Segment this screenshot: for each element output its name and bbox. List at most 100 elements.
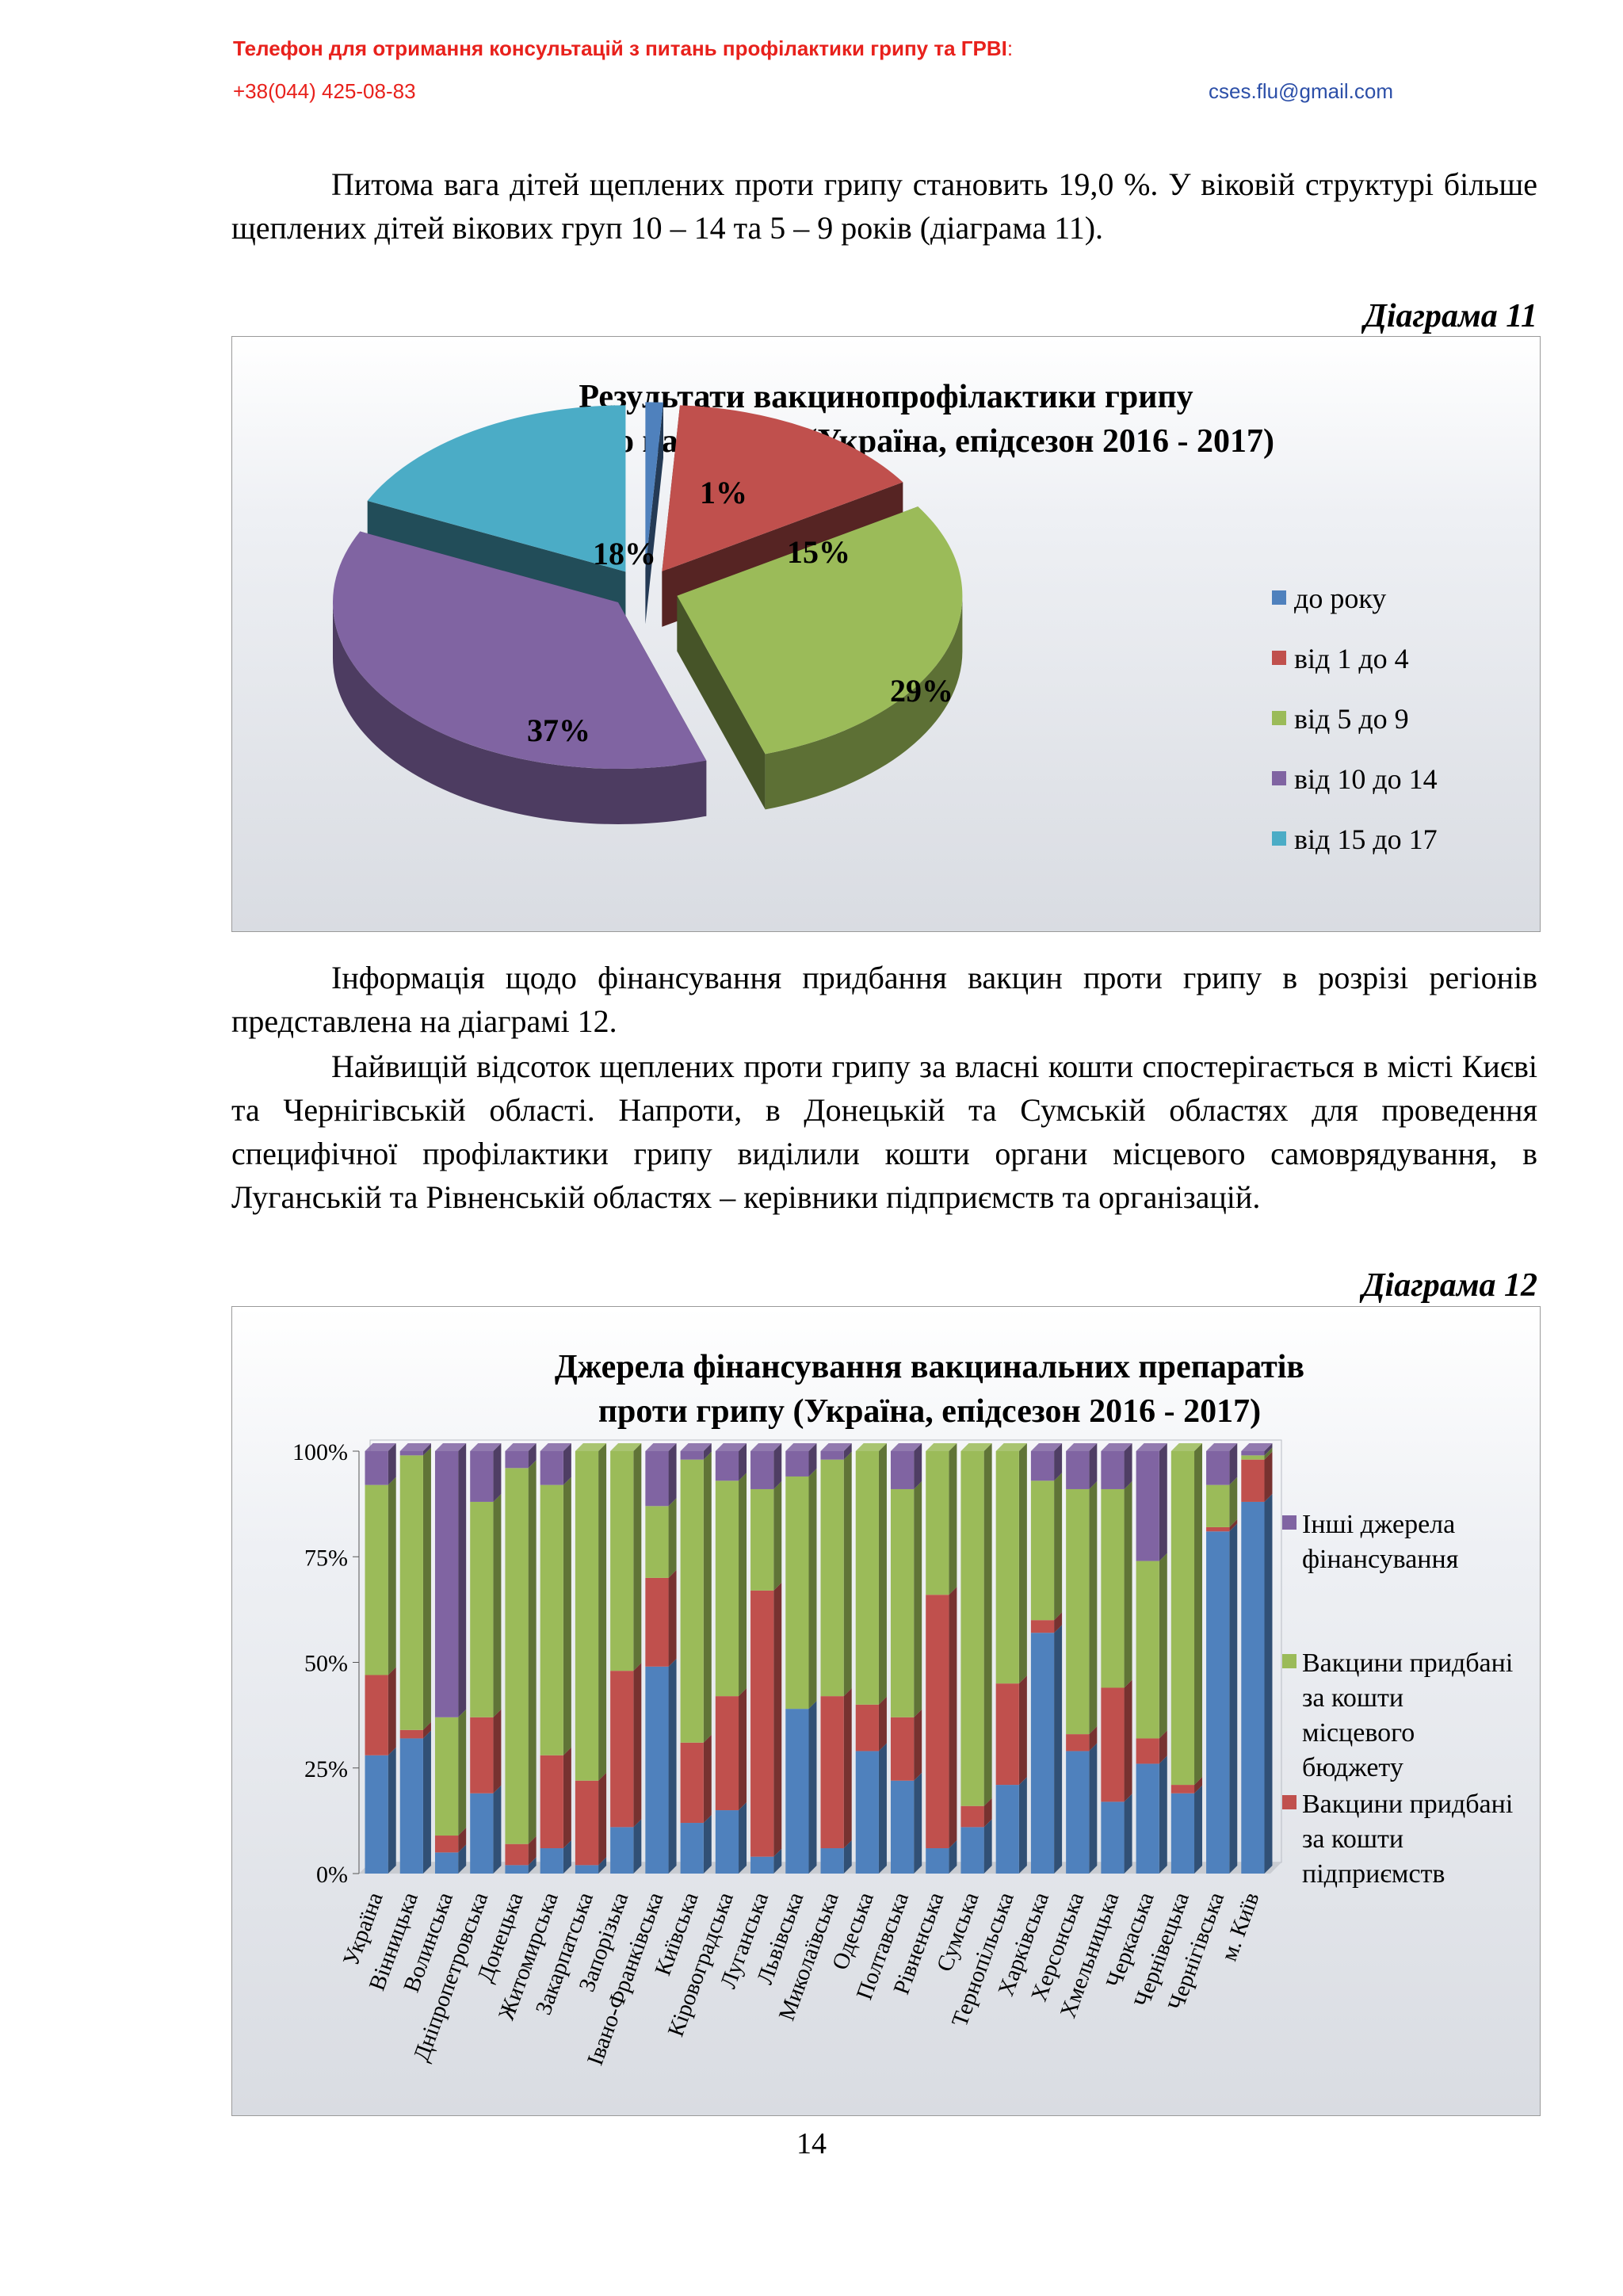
- bar-segment-чернігівська: [1206, 1531, 1230, 1874]
- bar-side-івано-франківська: [668, 1443, 677, 1507]
- bar-side-вінницька: [422, 1721, 431, 1739]
- bar-segment-полтавська: [890, 1780, 915, 1874]
- bar-segment-вінницька: [399, 1729, 423, 1739]
- bar-segment-херсонська: [1066, 1751, 1090, 1874]
- bar-segment-черкаська: [1136, 1451, 1159, 1561]
- bar-segment-луганська: [750, 1488, 774, 1591]
- bar-segment-дніпропетровська: [470, 1793, 494, 1874]
- bar-side-луганська: [773, 1582, 782, 1857]
- bar-segment-запорізька: [610, 1451, 634, 1671]
- bar-top-київська: [680, 1443, 712, 1451]
- bar-segment-м-київ: [1241, 1455, 1265, 1460]
- bar-side-харківська: [1054, 1625, 1063, 1874]
- bar-segment-чернігівська: [1206, 1484, 1230, 1527]
- bar-segment-м-київ: [1241, 1451, 1265, 1456]
- pie-slice-від-5-до-9: [677, 506, 963, 755]
- bar-side-житомирська: [563, 1840, 571, 1874]
- bar-side-луганська: [773, 1443, 782, 1489]
- bar-side-рівненська: [949, 1587, 957, 1849]
- bar-segment-м-київ: [1241, 1501, 1265, 1874]
- bar-side-житомирська: [563, 1443, 571, 1485]
- bar-side-житомирська: [563, 1477, 571, 1755]
- bar-segment-м-київ: [1241, 1459, 1265, 1502]
- bar-side-полтавська: [914, 1480, 922, 1717]
- pie-label-від-10-до-14: 37%: [527, 712, 590, 748]
- bar-segment-закарпатська: [575, 1780, 599, 1866]
- bar-top-одеська: [855, 1443, 887, 1451]
- bar-legend-swatch-вакцини-придбані-за-кошти-підприємств: [1282, 1795, 1296, 1809]
- bar-segment-житомирська: [540, 1755, 563, 1849]
- bar-side-київська: [703, 1443, 712, 1460]
- paragraph-1: Питома вага дітей щеплених проти грипу с…: [231, 166, 1537, 246]
- bar-side-вінницька: [422, 1447, 431, 1730]
- bar-side-івано-франківська: [668, 1498, 677, 1578]
- bar-segment-одеська: [855, 1751, 879, 1874]
- bar-top-житомирська: [540, 1443, 571, 1451]
- bar-segment-україна: [365, 1451, 388, 1485]
- bar-segment-волинська: [434, 1451, 459, 1717]
- bar-segment-сумська: [960, 1805, 984, 1828]
- pie-legend-swatch-від-15-до-17: [1272, 831, 1286, 846]
- bar-legend-label-вакцини-придбані-за-кошти-місцевого-бюджету: за кошти: [1302, 1683, 1403, 1713]
- bar-segment-кіровоградська: [715, 1480, 739, 1697]
- bar-segment-волинська: [434, 1836, 459, 1853]
- bar-side-дніпропетровська: [493, 1709, 502, 1794]
- bar-side-львівська: [808, 1701, 817, 1874]
- bar-side-запорізька: [633, 1443, 642, 1671]
- bar-side-чернігівська: [1229, 1519, 1238, 1532]
- bar-legend-label-вакцини-придбані-за-кошти-підприємств: підприємств: [1302, 1859, 1445, 1889]
- bar-segment-україна: [365, 1484, 388, 1675]
- bar-segment-херсонська: [1066, 1451, 1090, 1489]
- bar-segment-львівська: [785, 1709, 809, 1874]
- bar-side-кіровоградська: [739, 1443, 747, 1481]
- bar-y-axis: 0% 25% 50% 75% 100%: [292, 1439, 360, 1888]
- bar-segment-сумська: [960, 1827, 984, 1874]
- bar-segment-вінницька: [399, 1738, 423, 1874]
- bar-segment-донецька: [505, 1468, 529, 1844]
- bar-segment-рівненська: [926, 1848, 949, 1874]
- bar-side-миколаївська: [843, 1688, 852, 1849]
- bar-chart-title-line-1: Джерела фінансування вакцинальних препар…: [554, 1349, 1305, 1385]
- bar-segment-чернівецька: [1170, 1451, 1195, 1786]
- pie-slice-rim: [332, 602, 707, 824]
- bar-segment-волинська: [434, 1852, 459, 1874]
- bar-top-волинська: [434, 1443, 467, 1451]
- bar-side-сумська: [983, 1443, 992, 1806]
- bar-y-tick-label: 0%: [316, 1862, 348, 1888]
- bar-top-україна: [365, 1443, 396, 1451]
- bar-segment-житомирська: [540, 1848, 563, 1874]
- bar-side-м-київ: [1264, 1451, 1273, 1502]
- pie-tops: [332, 402, 963, 769]
- bar-side-херсонська: [1089, 1743, 1098, 1874]
- bar-side-одеська: [878, 1743, 887, 1874]
- bar-segment-полтавська: [890, 1488, 915, 1717]
- header-phone[interactable]: +38(044) 425-08-83: [233, 79, 416, 103]
- bar-segment-тернопільська: [995, 1683, 1019, 1786]
- header-email[interactable]: cses.flu@gmail.com: [1208, 79, 1393, 103]
- bar-side-івано-франківська: [668, 1658, 677, 1874]
- bar-side-кіровоградська: [739, 1688, 747, 1811]
- bar-segment-харківська: [1030, 1633, 1055, 1874]
- bar-top-черкаська: [1136, 1443, 1167, 1451]
- pie-slice-wall: [677, 595, 766, 810]
- bar-top-луганська: [750, 1443, 782, 1451]
- bar-segment-дніпропетровська: [470, 1451, 494, 1502]
- bar-segment-херсонська: [1066, 1734, 1090, 1752]
- bar-top-кіровоградська: [715, 1443, 747, 1451]
- pie-legend-swatch-від-1-до-4: [1272, 651, 1286, 665]
- bar-side-одеська: [878, 1696, 887, 1752]
- bar-side-чернівецька: [1194, 1785, 1203, 1874]
- bar-segment-хмельницька: [1101, 1801, 1125, 1874]
- bar-side-хмельницька: [1124, 1443, 1132, 1489]
- bar-segment-луганська: [750, 1451, 774, 1489]
- bar-segment-закарпатська: [575, 1865, 599, 1874]
- bar-legend-label-вакцини-придбані-за-кошти-підприємств: Вакцини придбані: [1302, 1790, 1513, 1819]
- bar-side-дніпропетровська: [493, 1785, 502, 1874]
- bar-side-волинська: [458, 1828, 467, 1853]
- bar-side-тернопільська: [1018, 1777, 1027, 1874]
- bar-segment-чернігівська: [1206, 1526, 1230, 1532]
- bar-segment-донецька: [505, 1451, 529, 1469]
- bar-segment-дніпропетровська: [470, 1501, 494, 1717]
- bar-segment-черкаська: [1136, 1763, 1159, 1874]
- bar-side-м-київ: [1264, 1443, 1273, 1456]
